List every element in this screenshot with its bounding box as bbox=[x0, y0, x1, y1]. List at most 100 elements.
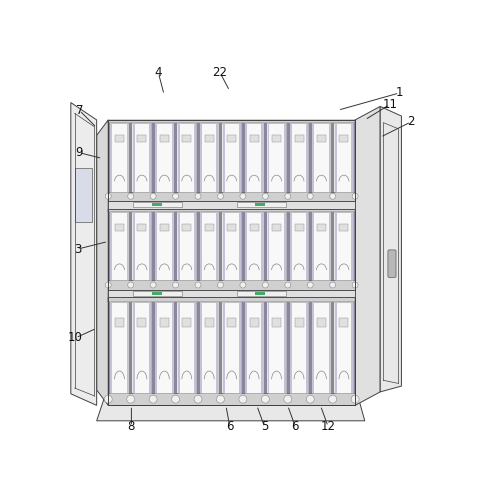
Bar bbox=[249, 224, 259, 231]
Bar bbox=[111, 123, 128, 191]
Bar bbox=[264, 123, 266, 191]
Bar bbox=[223, 212, 224, 281]
Bar bbox=[241, 123, 243, 191]
Text: 22: 22 bbox=[212, 66, 227, 79]
Circle shape bbox=[352, 282, 358, 288]
Bar bbox=[149, 212, 151, 281]
Circle shape bbox=[195, 193, 201, 199]
Circle shape bbox=[330, 193, 336, 199]
Bar bbox=[205, 224, 214, 231]
Bar bbox=[306, 123, 308, 191]
FancyBboxPatch shape bbox=[388, 250, 396, 278]
Bar bbox=[351, 302, 353, 393]
Bar bbox=[223, 302, 240, 393]
Bar bbox=[313, 123, 331, 191]
Bar bbox=[266, 123, 267, 191]
Text: 4: 4 bbox=[155, 66, 162, 79]
Bar bbox=[290, 212, 292, 281]
Bar bbox=[262, 123, 263, 191]
Bar bbox=[333, 302, 335, 393]
Bar bbox=[182, 224, 191, 231]
Bar bbox=[133, 212, 135, 281]
Bar bbox=[216, 302, 218, 393]
Text: 9: 9 bbox=[76, 146, 83, 159]
Bar bbox=[245, 123, 247, 191]
Bar bbox=[333, 212, 335, 281]
Bar bbox=[108, 123, 110, 191]
Bar bbox=[108, 298, 355, 405]
Text: 3: 3 bbox=[74, 242, 81, 256]
Bar bbox=[175, 212, 177, 281]
Bar bbox=[153, 302, 155, 393]
Bar bbox=[108, 120, 355, 201]
Text: 2: 2 bbox=[407, 115, 415, 128]
Bar bbox=[245, 302, 247, 393]
Text: 7: 7 bbox=[76, 104, 83, 117]
Bar bbox=[310, 212, 312, 281]
Bar bbox=[227, 318, 236, 327]
Bar bbox=[256, 292, 265, 295]
Bar bbox=[155, 212, 157, 281]
Bar bbox=[205, 318, 214, 327]
Circle shape bbox=[105, 282, 111, 288]
Bar bbox=[286, 123, 288, 191]
Bar bbox=[194, 212, 196, 281]
Bar bbox=[108, 201, 355, 208]
Bar bbox=[131, 302, 132, 393]
Bar bbox=[223, 123, 240, 191]
Bar bbox=[268, 302, 270, 393]
Polygon shape bbox=[380, 106, 401, 392]
Circle shape bbox=[263, 282, 269, 288]
Bar bbox=[331, 123, 333, 191]
Bar bbox=[137, 318, 146, 327]
Bar bbox=[249, 318, 259, 327]
Bar bbox=[288, 302, 290, 393]
Bar bbox=[155, 123, 173, 191]
Bar bbox=[174, 302, 175, 393]
Bar bbox=[243, 302, 244, 393]
Text: 1: 1 bbox=[396, 86, 403, 99]
Bar bbox=[175, 302, 177, 393]
Bar bbox=[272, 135, 281, 142]
Bar bbox=[239, 212, 240, 281]
Bar bbox=[133, 123, 135, 191]
Bar bbox=[241, 302, 243, 393]
Bar bbox=[196, 302, 198, 393]
Bar bbox=[290, 212, 308, 281]
Bar bbox=[174, 123, 175, 191]
Circle shape bbox=[352, 193, 358, 199]
Bar bbox=[108, 298, 355, 405]
Bar bbox=[339, 135, 348, 142]
Bar bbox=[129, 302, 131, 393]
Bar bbox=[313, 302, 331, 393]
Bar bbox=[115, 318, 124, 327]
Bar bbox=[284, 123, 286, 191]
Bar bbox=[155, 123, 157, 191]
Bar bbox=[149, 302, 151, 393]
Bar bbox=[335, 302, 337, 393]
Circle shape bbox=[150, 282, 156, 288]
Bar bbox=[351, 123, 353, 191]
Bar bbox=[196, 123, 198, 191]
Bar bbox=[115, 135, 124, 142]
Bar bbox=[137, 135, 146, 142]
Bar bbox=[256, 203, 265, 206]
Bar bbox=[241, 212, 243, 281]
Bar bbox=[200, 123, 218, 191]
Bar bbox=[76, 168, 92, 222]
Polygon shape bbox=[97, 386, 365, 421]
Bar bbox=[175, 123, 177, 191]
Bar bbox=[220, 212, 222, 281]
Bar bbox=[329, 302, 331, 393]
Bar bbox=[200, 302, 218, 393]
Bar bbox=[245, 212, 263, 281]
Bar bbox=[178, 302, 196, 393]
Circle shape bbox=[216, 395, 224, 403]
Bar bbox=[108, 298, 355, 302]
Bar bbox=[313, 212, 331, 281]
Bar bbox=[290, 123, 308, 191]
Bar bbox=[249, 135, 259, 142]
Bar bbox=[216, 123, 218, 191]
Bar bbox=[178, 123, 180, 191]
Bar bbox=[155, 302, 173, 393]
